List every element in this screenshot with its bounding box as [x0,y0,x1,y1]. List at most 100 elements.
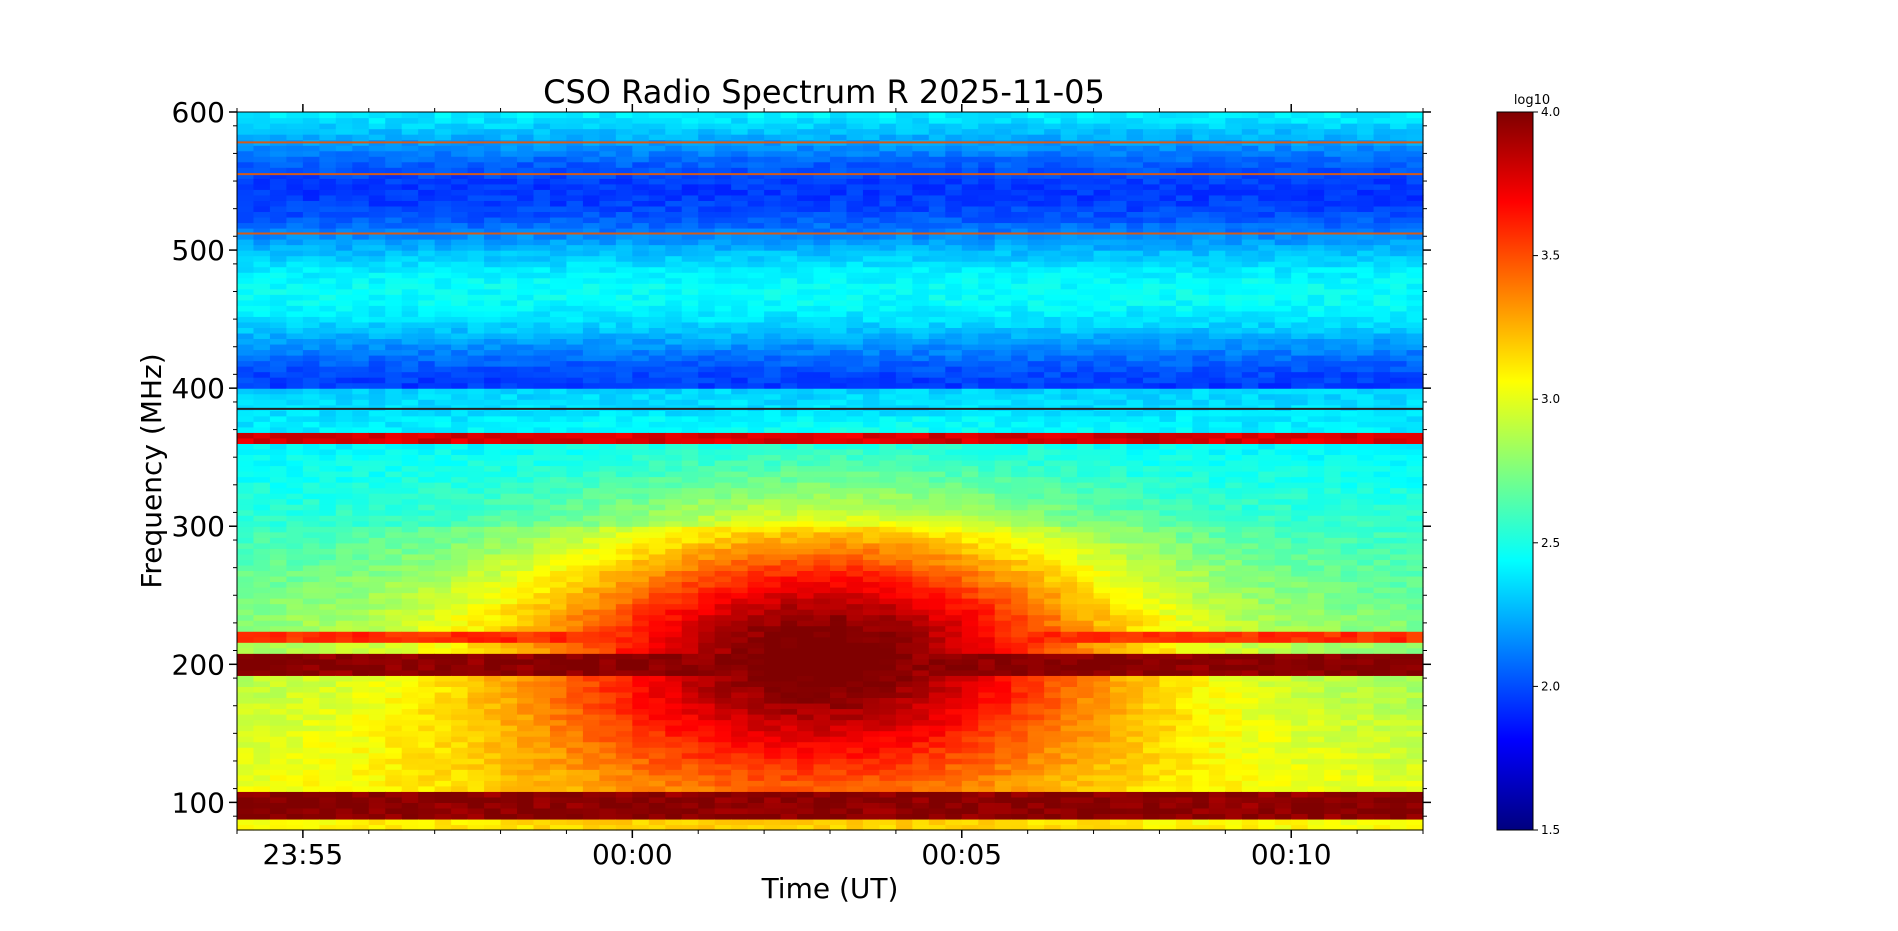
heatmap-cell [467,200,485,207]
heatmap-cell [401,636,419,643]
heatmap-cell [269,774,288,781]
heatmap-cell [269,338,288,345]
heatmap-cell [681,399,699,406]
heatmap-cell [582,664,600,671]
heatmap-cell [648,343,666,351]
heatmap-cell [731,548,749,555]
heatmap-cell [665,592,683,599]
heatmap-cell [731,332,749,340]
heatmap-cell [286,813,304,820]
heatmap-cell [484,796,502,803]
heatmap-cell [385,559,403,566]
heatmap-cell [385,471,403,478]
heatmap-cell [599,642,617,649]
heatmap-cell [500,454,518,461]
heatmap-cell [780,620,798,627]
heatmap-cell [434,575,452,583]
heatmap-cell [731,244,749,251]
heatmap-cell [599,520,617,527]
heatmap-cell [418,161,436,168]
heatmap-cell [566,200,584,207]
heatmap-cell [434,216,452,224]
heatmap-cell [681,272,699,279]
heatmap-cell [846,647,864,654]
heatmap-cell [451,112,469,119]
heatmap-cell [648,680,666,687]
heatmap-cell [549,239,568,246]
heatmap-cell [813,559,831,566]
heatmap-cell [286,266,304,273]
heatmap-cell [665,818,683,826]
heatmap-cell [385,134,403,141]
heatmap-cell [846,603,864,610]
heatmap-cell [714,123,732,130]
heatmap-cell [352,741,370,748]
heatmap-column [286,112,304,831]
heatmap-cell [368,697,386,704]
heatmap-cell [286,205,304,213]
heatmap-cell [533,603,551,610]
heatmap-cell [302,305,320,312]
heatmap-cell [764,465,782,472]
heatmap-cell [648,796,666,803]
heatmap-cell [599,145,617,152]
heatmap-cell [533,338,551,345]
heatmap-cell [797,758,815,765]
heatmap-cell [764,454,782,461]
heatmap-cell [500,366,518,373]
heatmap-cell [714,393,732,400]
heatmap-cell [665,791,683,798]
heatmap-cell [599,233,617,240]
heatmap-cell [846,785,864,792]
heatmap-cell [698,471,716,478]
heatmap-cell [500,156,518,163]
heatmap-cell [533,112,551,119]
heatmap-cell [418,222,436,229]
heatmap-cell [434,123,452,130]
heatmap-cell [615,183,633,190]
heatmap-cell [302,752,320,759]
heatmap-cell [632,448,650,456]
heatmap-cell [830,117,848,124]
heatmap-cell [747,172,765,179]
heatmap-cell [549,150,568,157]
heatmap-cell [813,112,831,119]
heatmap-cell [582,559,600,566]
heatmap-cell [599,785,617,792]
heatmap-cell [484,366,502,373]
heatmap-cell [269,437,288,444]
heatmap-cell [286,592,304,599]
heatmap-cell [830,725,848,732]
heatmap-cell [484,415,502,422]
heatmap-cell [747,415,765,422]
heatmap-cell [681,520,699,527]
heatmap-cell [368,145,386,152]
heatmap-cell [846,343,864,351]
heatmap-cell [698,482,716,489]
heatmap-cell [484,691,502,699]
heatmap-cell [451,172,469,179]
heatmap-cell [335,802,353,809]
heatmap-cell [582,266,600,273]
heatmap-cell [269,448,288,456]
heatmap-cell [467,476,485,483]
heatmap-cell [731,537,749,544]
heatmap-cell [352,128,370,135]
heatmap-cell [549,178,568,185]
heatmap-cell [451,255,469,262]
heatmap-cell [269,575,288,583]
heatmap-cell [764,338,782,345]
heatmap-cell [731,377,749,384]
heatmap-cell [418,299,436,306]
heatmap-cell [385,664,403,671]
heatmap-cell [286,123,304,130]
heatmap-cell [517,509,535,516]
heatmap-cell [533,697,551,704]
heatmap-cell [764,349,782,356]
heatmap-cell [665,117,683,124]
heatmap-cell [269,736,288,743]
heatmap-cell [302,658,320,665]
heatmap-cell [797,708,815,715]
heatmap-cell [401,189,419,196]
heatmap-cell [681,741,699,748]
